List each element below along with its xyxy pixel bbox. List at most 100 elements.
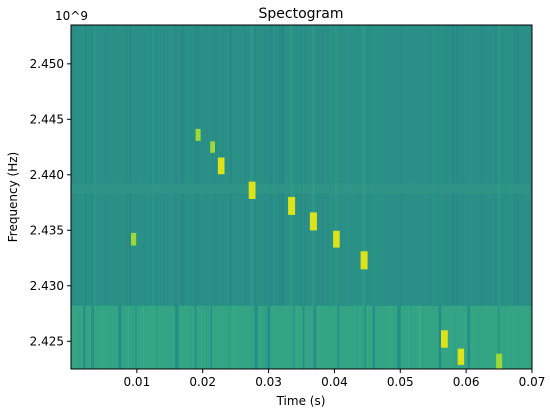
- noise-streak: [281, 25, 283, 369]
- noise-streak: [318, 25, 320, 369]
- noise-streak: [148, 25, 150, 369]
- y-tick-label: 2.435: [30, 223, 64, 237]
- low-band-texture: [418, 305, 420, 369]
- y-axis: 2.425 2.430 2.435 2.440 2.445 2.450: [30, 57, 71, 348]
- bright-spot: [217, 157, 225, 175]
- low-band-texture: [261, 305, 263, 369]
- noise-streak: [120, 25, 122, 369]
- noise-streak: [230, 25, 232, 369]
- noise-streak: [342, 25, 344, 369]
- low-band-texture: [257, 305, 258, 369]
- noise-streak: [71, 25, 73, 369]
- noise-streak: [257, 25, 259, 369]
- noise-streak: [126, 25, 128, 369]
- low-band-texture: [495, 305, 497, 369]
- low-band-gap: [337, 305, 340, 369]
- noise-streak: [374, 25, 376, 369]
- noise-streak: [192, 25, 195, 369]
- noise-streak: [303, 25, 306, 369]
- x-tick-label: 0.04: [321, 375, 348, 389]
- noise-streak: [223, 25, 225, 369]
- x-tick-label: 0.05: [387, 375, 414, 389]
- low-band-gap: [397, 305, 401, 369]
- noise-streak: [149, 25, 151, 369]
- noise-streak: [372, 25, 374, 369]
- noise-streak: [345, 25, 348, 369]
- bright-spot: [441, 330, 448, 348]
- noise-streak: [374, 25, 377, 369]
- noise-streak: [115, 25, 118, 369]
- noise-streak: [97, 25, 99, 369]
- noise-streak: [356, 25, 358, 369]
- noise-streak: [282, 25, 285, 369]
- noise-streak: [376, 25, 379, 369]
- noise-streak: [352, 25, 353, 369]
- noise-streak: [395, 25, 397, 369]
- noise-streak: [480, 25, 482, 369]
- low-band-texture: [128, 305, 129, 369]
- plot-frame: [70, 24, 533, 370]
- low-band-texture: [138, 305, 140, 369]
- noise-streak: [458, 25, 460, 369]
- noise-streak: [375, 25, 377, 369]
- noise-streak: [206, 25, 208, 369]
- low-band-texture: [136, 305, 138, 369]
- noise-streak: [128, 25, 131, 369]
- low-band-texture: [517, 305, 518, 369]
- low-band-gap: [210, 305, 212, 369]
- noise-streak: [103, 25, 105, 369]
- noise-streak: [371, 25, 374, 369]
- noise-streak: [79, 25, 82, 369]
- bright-spot: [360, 251, 368, 270]
- low-band-texture: [264, 305, 265, 369]
- low-band-texture: [124, 305, 125, 369]
- horizontal-band: [71, 183, 532, 194]
- noise-streak: [495, 25, 497, 369]
- noise-streak: [275, 25, 276, 369]
- y-tick-label: 2.425: [30, 334, 64, 348]
- noise-streak: [483, 25, 484, 369]
- noise-streak: [453, 25, 455, 369]
- low-band-texture: [156, 305, 158, 369]
- low-band-texture: [207, 305, 209, 369]
- bright-spots: [131, 128, 503, 369]
- low-band-texture: [227, 305, 229, 369]
- low-band-gap: [438, 305, 442, 369]
- noise-streak: [122, 25, 124, 369]
- low-band-texture: [153, 305, 155, 369]
- noise-streak: [181, 25, 183, 369]
- noise-streak: [349, 25, 351, 369]
- noise-streak: [93, 25, 95, 369]
- noise-streak: [435, 25, 437, 369]
- low-band-texture: [132, 305, 134, 369]
- low-band-texture: [189, 305, 191, 369]
- noise-streak: [132, 25, 135, 369]
- noise-streak: [139, 25, 141, 369]
- noise-streak: [237, 25, 238, 369]
- noise-streak: [84, 25, 87, 369]
- noise-streak: [278, 25, 280, 369]
- noise-streak: [185, 25, 186, 369]
- noise-streak: [227, 25, 230, 369]
- noise-streak: [430, 25, 432, 369]
- low-band-gap: [82, 305, 86, 369]
- low-band-texture: [109, 305, 111, 369]
- vertical-streak: [497, 25, 501, 369]
- noise-streak: [108, 25, 110, 369]
- vertical-streak: [362, 25, 366, 369]
- vertical-streak: [311, 25, 315, 369]
- low-band-texture: [397, 305, 399, 369]
- noise-streak: [516, 25, 519, 369]
- noise-streak: [513, 25, 514, 369]
- y-tick-label: 2.440: [30, 168, 64, 182]
- noise-streak: [354, 25, 356, 369]
- noise-streak: [211, 25, 214, 369]
- low-band-texture: [205, 305, 207, 369]
- noise-streak: [451, 25, 454, 369]
- noise-streak: [341, 25, 343, 369]
- noise-streak: [281, 25, 284, 369]
- noise-streak: [433, 25, 435, 369]
- low-band-texture: [232, 305, 234, 369]
- bright-spot: [195, 128, 201, 141]
- low-band-texture: [295, 305, 297, 369]
